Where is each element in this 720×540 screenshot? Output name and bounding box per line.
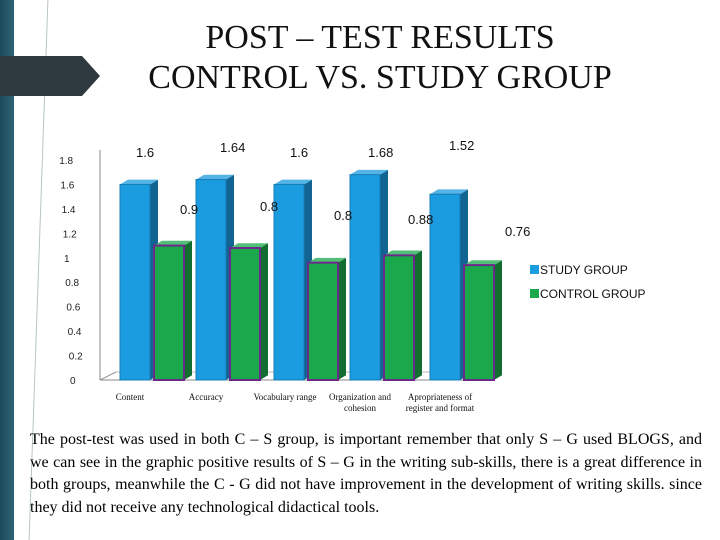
y-tick-label: 0.8: [65, 278, 79, 289]
y-tick-label: 0.6: [66, 303, 80, 314]
y-tick-label: 0.2: [69, 352, 83, 363]
bar-side-control: [494, 260, 502, 380]
bar-top-study: [350, 169, 388, 175]
bar-side-control: [260, 243, 268, 380]
study-group-bar: [429, 193, 461, 381]
slide-title-line-1: POST – TEST RESULTS: [205, 19, 555, 56]
y-tick-label: 1.2: [63, 229, 77, 240]
bar-top-control: [384, 250, 422, 256]
data-label: 1.6: [290, 145, 308, 160]
category-label: Accuracy: [189, 392, 224, 402]
y-tick-label: 1.6: [60, 180, 74, 191]
category-label: Apropriateness of: [408, 392, 472, 402]
category-label: register and format: [406, 403, 475, 413]
y-tick-label: 1.4: [62, 205, 76, 216]
slide-body-text: The post-test was used in both C – S gro…: [30, 431, 702, 516]
bar-top-control: [230, 243, 268, 248]
bar-top-control: [308, 257, 346, 263]
study-group-bar: [349, 174, 381, 381]
chart-legend: STUDY GROUP CONTROL GROUP: [530, 263, 646, 301]
bar-top-study: [196, 174, 234, 180]
data-label: 0.8: [260, 199, 278, 214]
control-group-bar: [383, 254, 415, 381]
legend-label: CONTROL GROUP: [540, 287, 646, 301]
side-accent-bar: [0, 0, 14, 540]
bar-top-study: [430, 189, 468, 195]
bar-top-control: [154, 240, 192, 246]
data-label: 1.68: [368, 145, 393, 160]
data-labels: 1.6 1.64 1.6 1.68 1.52 0.9 0.8 0.8 0.88 0.76: [136, 138, 530, 239]
slide-title: POST – TEST RESULTS CONTROL VS. STUDY GR…: [100, 18, 660, 98]
control-group-bar: [153, 244, 185, 381]
bar-side-control: [338, 257, 346, 380]
bar-side-control: [414, 250, 422, 380]
y-tick-label: 1.8: [59, 156, 73, 167]
data-label: 0.76: [505, 224, 530, 239]
legend-label: STUDY GROUP: [540, 263, 628, 277]
data-label: 1.52: [449, 138, 474, 153]
chart-bars: [119, 169, 502, 381]
study-group-bar: [195, 179, 227, 381]
slide-title-line-2: CONTROL VS. STUDY GROUP: [148, 59, 612, 96]
y-tick-label: 0: [70, 376, 76, 387]
category-labels: Content Accuracy Vocabulary range Organizat…: [116, 392, 475, 413]
data-label: 0.88: [408, 212, 433, 227]
category-label: Vocabulary range: [253, 392, 316, 402]
results-chart: 00.20.40.60.811.21.41.61.8 1.6 1.64 1.6 1.6…: [59, 138, 646, 413]
data-label: 1.64: [220, 140, 245, 155]
data-label: 0.8: [334, 208, 352, 223]
legend-swatch: [530, 289, 539, 298]
category-label: Content: [116, 392, 145, 402]
bar-top-study: [274, 179, 312, 185]
title-accent-tab: [0, 56, 100, 96]
data-label: 1.6: [136, 145, 154, 160]
axis-depth-line: [99, 371, 117, 381]
category-label: cohesion: [344, 403, 376, 413]
y-tick-label: 1: [64, 254, 70, 265]
control-group-bar: [229, 247, 261, 381]
control-group-bar: [307, 261, 339, 381]
bar-top-control: [464, 260, 502, 266]
data-label: 0.9: [180, 202, 198, 217]
control-group-bar: [463, 264, 495, 381]
y-axis-tick-labels: 0 0.2 0.4 0.6 0.8 1 1.2 1.4 1.6 1.8: [59, 156, 83, 387]
bar-side-control: [184, 240, 192, 380]
study-group-bar: [273, 183, 305, 381]
bar-top-study: [120, 179, 158, 185]
y-tick-label: 0.4: [68, 327, 82, 338]
study-group-bar: [119, 183, 151, 381]
category-label: Organization and: [329, 392, 392, 402]
legend-swatch: [530, 265, 539, 274]
